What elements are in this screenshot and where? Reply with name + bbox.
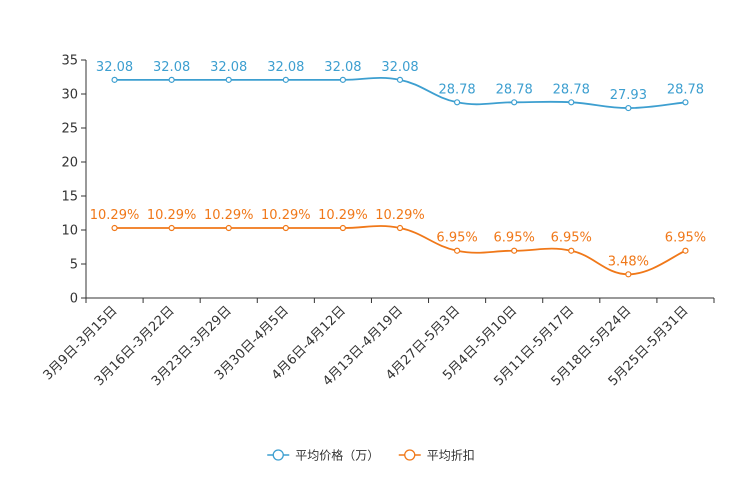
data-label: 10.29% — [204, 208, 254, 223]
data-point[interactable] — [282, 76, 289, 83]
data-label: 28.78 — [553, 82, 590, 97]
data-point[interactable] — [282, 224, 289, 232]
data-point[interactable] — [339, 224, 347, 232]
y-tick-label: 0 — [70, 292, 78, 307]
data-label: 32.08 — [267, 60, 304, 75]
legend-item-0[interactable]: 平均价格（万） — [295, 448, 379, 463]
data-point[interactable] — [225, 224, 232, 232]
data-label: 32.08 — [324, 60, 361, 75]
data-label: 10.29% — [90, 208, 140, 223]
y-tick-label: 35 — [61, 54, 78, 69]
data-point[interactable] — [168, 76, 175, 83]
data-label: 10.29% — [147, 208, 197, 223]
data-label: 6.95% — [436, 231, 477, 246]
data-point[interactable] — [111, 76, 118, 83]
data-point[interactable] — [682, 247, 689, 254]
data-point[interactable] — [511, 99, 518, 106]
data-label: 32.08 — [381, 60, 418, 75]
y-tick-label: 30 — [61, 88, 78, 103]
data-point[interactable] — [511, 247, 518, 254]
data-label: 10.29% — [318, 208, 368, 223]
data-point[interactable] — [453, 99, 461, 106]
y-tick-label: 25 — [61, 122, 78, 137]
data-label: 6.95% — [494, 231, 535, 246]
data-point[interactable] — [168, 224, 175, 232]
data-point[interactable] — [625, 271, 632, 278]
data-point[interactable] — [682, 99, 689, 106]
y-tick-label: 15 — [61, 190, 78, 205]
data-label: 28.78 — [667, 82, 704, 97]
data-point[interactable] — [111, 224, 118, 232]
data-label: 6.95% — [551, 231, 592, 246]
series-line-1 — [114, 225, 686, 276]
data-label: 32.08 — [153, 60, 190, 75]
data-point[interactable] — [396, 76, 404, 83]
legend-swatch-marker — [272, 449, 284, 461]
data-label: 32.08 — [210, 60, 247, 75]
data-point[interactable] — [339, 76, 347, 83]
data-point[interactable] — [453, 247, 461, 254]
data-label: 6.95% — [665, 231, 706, 246]
y-tick-label: 5 — [70, 258, 78, 273]
data-label: 10.29% — [375, 208, 425, 223]
data-point[interactable] — [568, 99, 575, 106]
data-point[interactable] — [625, 104, 632, 112]
data-label: 10.29% — [261, 208, 311, 223]
legend-item-1[interactable]: 平均折扣 — [427, 448, 475, 463]
data-label: 28.78 — [438, 82, 475, 97]
data-label: 28.78 — [496, 82, 533, 97]
data-point[interactable] — [225, 76, 232, 83]
data-point[interactable] — [396, 224, 404, 232]
data-label: 27.93 — [610, 88, 647, 103]
y-tick-label: 10 — [61, 224, 78, 239]
legend-swatch-marker — [404, 449, 416, 461]
data-label: 3.48% — [608, 254, 649, 269]
data-point[interactable] — [568, 247, 575, 254]
data-label: 32.08 — [96, 60, 133, 75]
y-tick-label: 20 — [61, 156, 78, 171]
